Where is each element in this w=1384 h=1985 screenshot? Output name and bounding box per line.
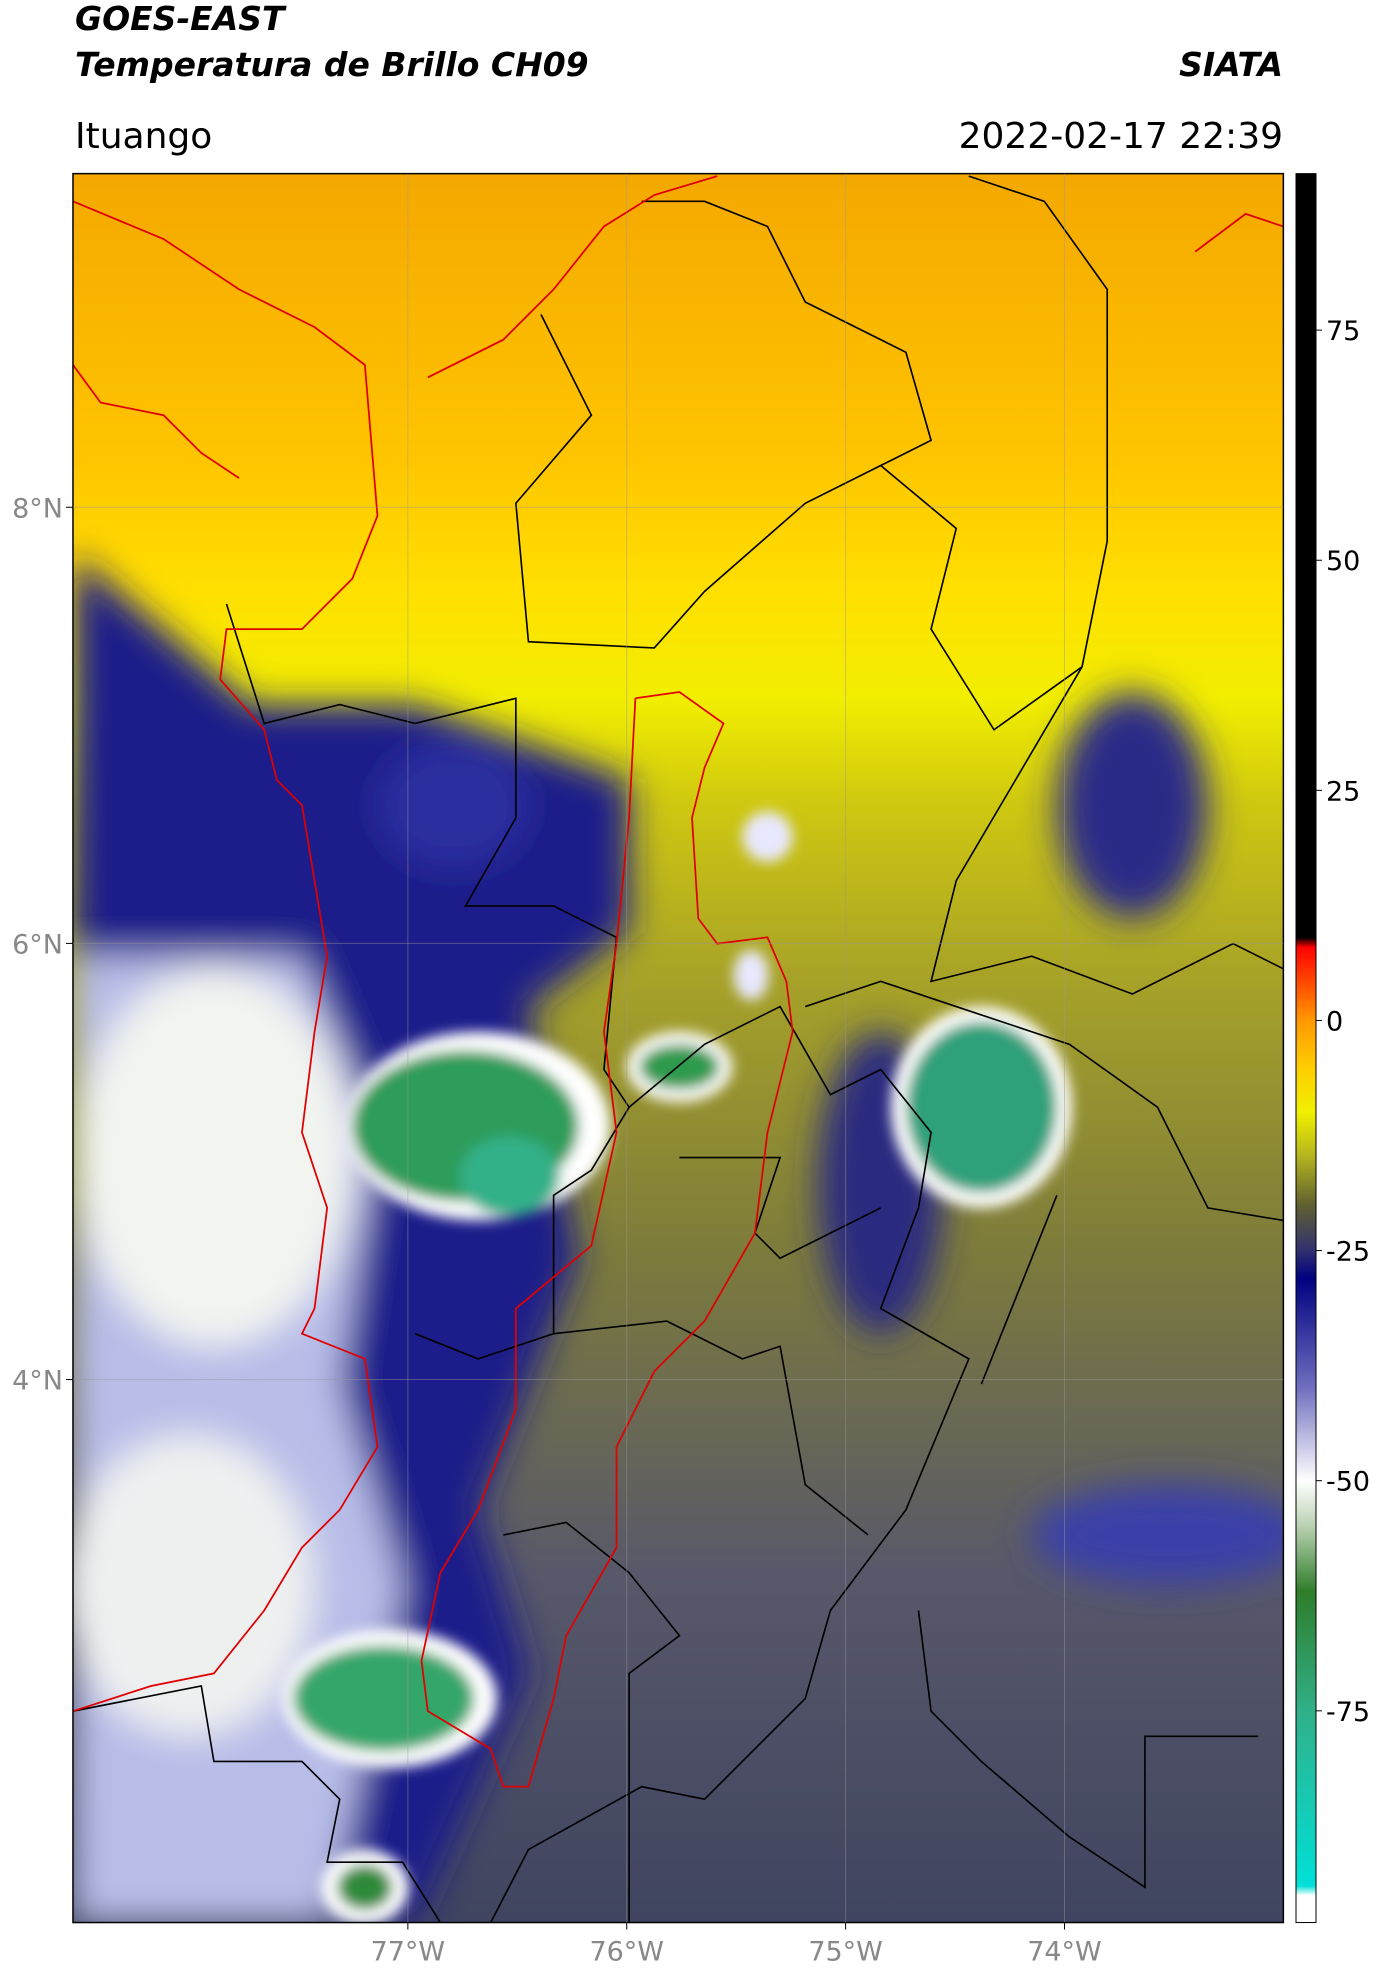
x-tick-label: 75°W (808, 1937, 883, 1968)
colorbar-segment (1296, 937, 1316, 948)
subtitle: Temperatura de Brillo CH09 (75, 45, 589, 84)
colorbar-segment (1296, 1112, 1316, 1160)
y-tick-label: 8°N (12, 493, 63, 524)
colorbar-segment (1296, 1710, 1316, 1887)
colorbar-segment (1296, 1250, 1316, 1279)
colorbar-segment (1296, 1204, 1316, 1252)
colorbar-tick-label: 25 (1326, 776, 1360, 807)
colorbar-segment (1296, 1020, 1316, 1067)
colorbar-segment (1296, 1278, 1316, 1390)
colorbar-segment (1296, 1894, 1316, 1924)
colorbar-frame (1295, 173, 1317, 1924)
colorbar-segment (1296, 1480, 1316, 1528)
colorbar-tick-label: -25 (1326, 1237, 1370, 1268)
y-tick-label: 4°N (12, 1366, 63, 1397)
colorbar-segment (1296, 1885, 1316, 1896)
colorbar-segment (1296, 1591, 1316, 1712)
colorbar-tick-label: 50 (1326, 546, 1360, 577)
colorbar-tick-label: 75 (1326, 316, 1360, 347)
colorbar-segment (1296, 173, 1316, 939)
colorbar-segment (1296, 1388, 1316, 1482)
x-tick-label: 76°W (589, 1937, 664, 1968)
datetime: 2022-02-17 22:39 (959, 116, 1283, 157)
colorbar-segment (1296, 1066, 1316, 1114)
x-tick-label: 77°W (371, 1937, 446, 1968)
satellite-image (72, 172, 1285, 1924)
colorbar-segment (1296, 1158, 1316, 1206)
location: Ituango (75, 116, 212, 157)
colorbar-tick-label: 0 (1326, 1006, 1343, 1037)
colorbar-tick-label: -75 (1326, 1697, 1370, 1728)
colorbar-segment (1296, 1526, 1316, 1592)
y-tick-label: 6°N (12, 929, 63, 960)
title: GOES-EAST (75, 0, 287, 38)
colorbar-tick-label: -50 (1326, 1467, 1370, 1498)
x-tick-label: 74°W (1027, 1937, 1102, 1968)
colorbar-segment (1296, 946, 1316, 1021)
source: SIATA (1179, 45, 1283, 84)
